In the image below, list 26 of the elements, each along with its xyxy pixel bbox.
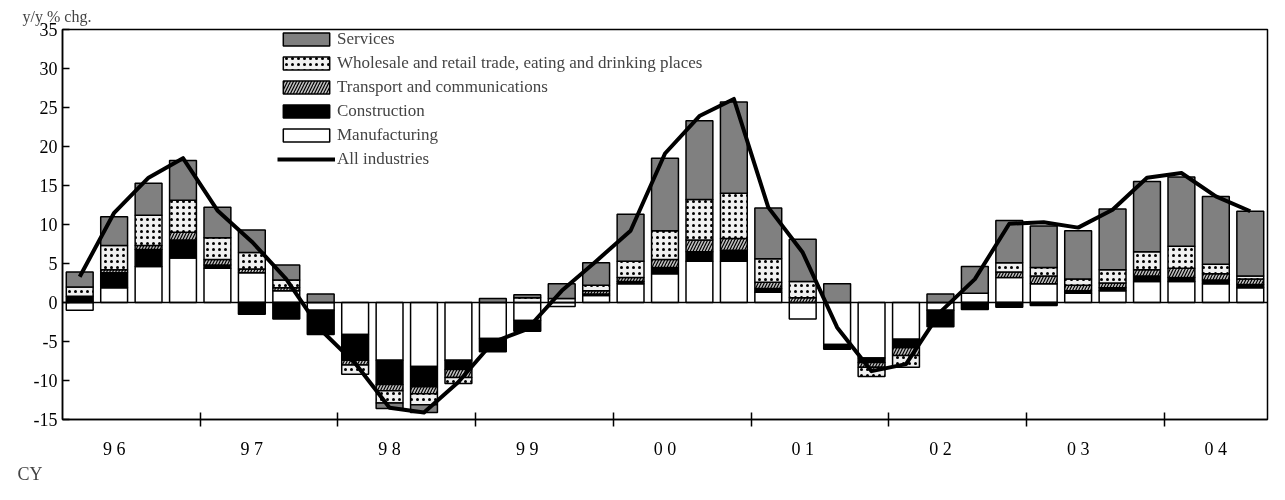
x-tick-label: 9 9 [516,438,539,459]
legend-label: Services [337,29,395,49]
y-tick-label: 0 [48,293,58,313]
y-tick-label: 30 [39,59,58,79]
legend-label: Transport and communications [337,77,548,97]
y-tick-label: 15 [39,176,58,196]
x-tick-label: 0 4 [1204,438,1228,459]
legend-label: Construction [337,101,425,121]
y-tick-label: 25 [39,98,58,118]
legend-label: All industries [337,149,430,169]
x-tick-label: 9 8 [378,438,401,459]
y-tick-label: -5 [42,332,58,352]
y-tick-label: 5 [48,254,58,274]
x-axis-title: CY [17,463,43,484]
x-tick-label: 0 3 [1066,438,1090,459]
x-tick-label: 0 0 [653,438,677,459]
x-tick-label: 0 1 [791,438,814,459]
y-tick-label: 20 [39,137,58,157]
y-tick-label: 10 [39,215,58,235]
legend-label: Manufacturing [337,125,439,145]
x-tick-label: 9 6 [102,438,126,459]
y-tick-label: -10 [33,371,58,391]
y-tick-label: -15 [33,410,58,430]
x-tick-label: 9 7 [240,438,264,459]
x-tick-label: 0 2 [929,438,952,459]
legend-label: Wholesale and retail trade, eating and drinking places [337,53,703,73]
